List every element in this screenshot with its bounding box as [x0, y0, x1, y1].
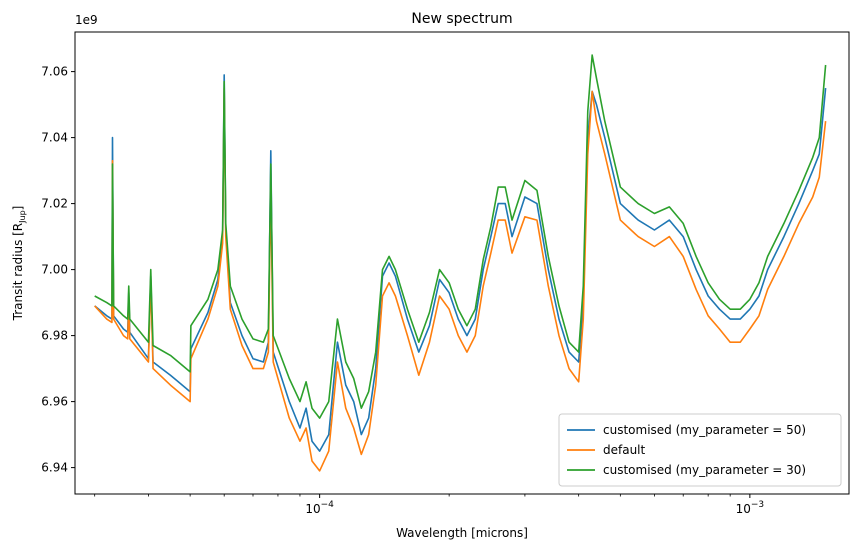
legend: customised (my_parameter = 50) default cus…: [558, 413, 842, 487]
x-tick-label-base: 10: [305, 502, 320, 516]
y-axis-label: Transit radius [RJup]: [11, 206, 27, 322]
y-tick-label: 6.96: [41, 395, 68, 409]
x-tick-label-exponent: −4: [321, 500, 335, 510]
plot-area-frame: [74, 31, 850, 495]
legend-box: [558, 413, 842, 487]
y-tick-label: 6.94: [41, 461, 68, 475]
y-offset-label: 1e9: [75, 13, 98, 27]
x-axis: 10−4 10−3: [94, 494, 765, 516]
legend-entry-label: default: [603, 443, 646, 457]
y-axis-label-sub: Jup: [18, 210, 27, 224]
y-tick-label: 6.98: [41, 329, 68, 343]
y-axis-label-end: ]: [11, 206, 25, 211]
x-tick-label-base: 10: [736, 502, 751, 516]
y-tick-label: 7.06: [41, 65, 68, 79]
x-tick-label: 10−3: [736, 500, 765, 516]
y-tick-label: 7.02: [41, 197, 68, 211]
x-axis-label: Wavelength [microns]: [396, 526, 528, 540]
y-axis: 6.94 6.96 6.98 7.00 7.02 7.04 7.06: [41, 65, 75, 475]
y-axis-label-main: Transit radius [R: [11, 223, 25, 322]
series-layer: [94, 54, 827, 472]
x-tick-label-exponent: −3: [751, 500, 764, 510]
series-line-3: [94, 54, 827, 419]
legend-entry-label: customised (my_parameter = 30): [603, 463, 806, 477]
legend-entry-label: customised (my_parameter = 50): [603, 423, 806, 437]
chart-title: New spectrum: [411, 11, 512, 27]
y-tick-label: 7.00: [41, 263, 68, 277]
y-tick-label: 7.04: [41, 131, 68, 145]
x-tick-label: 10−4: [305, 500, 334, 516]
